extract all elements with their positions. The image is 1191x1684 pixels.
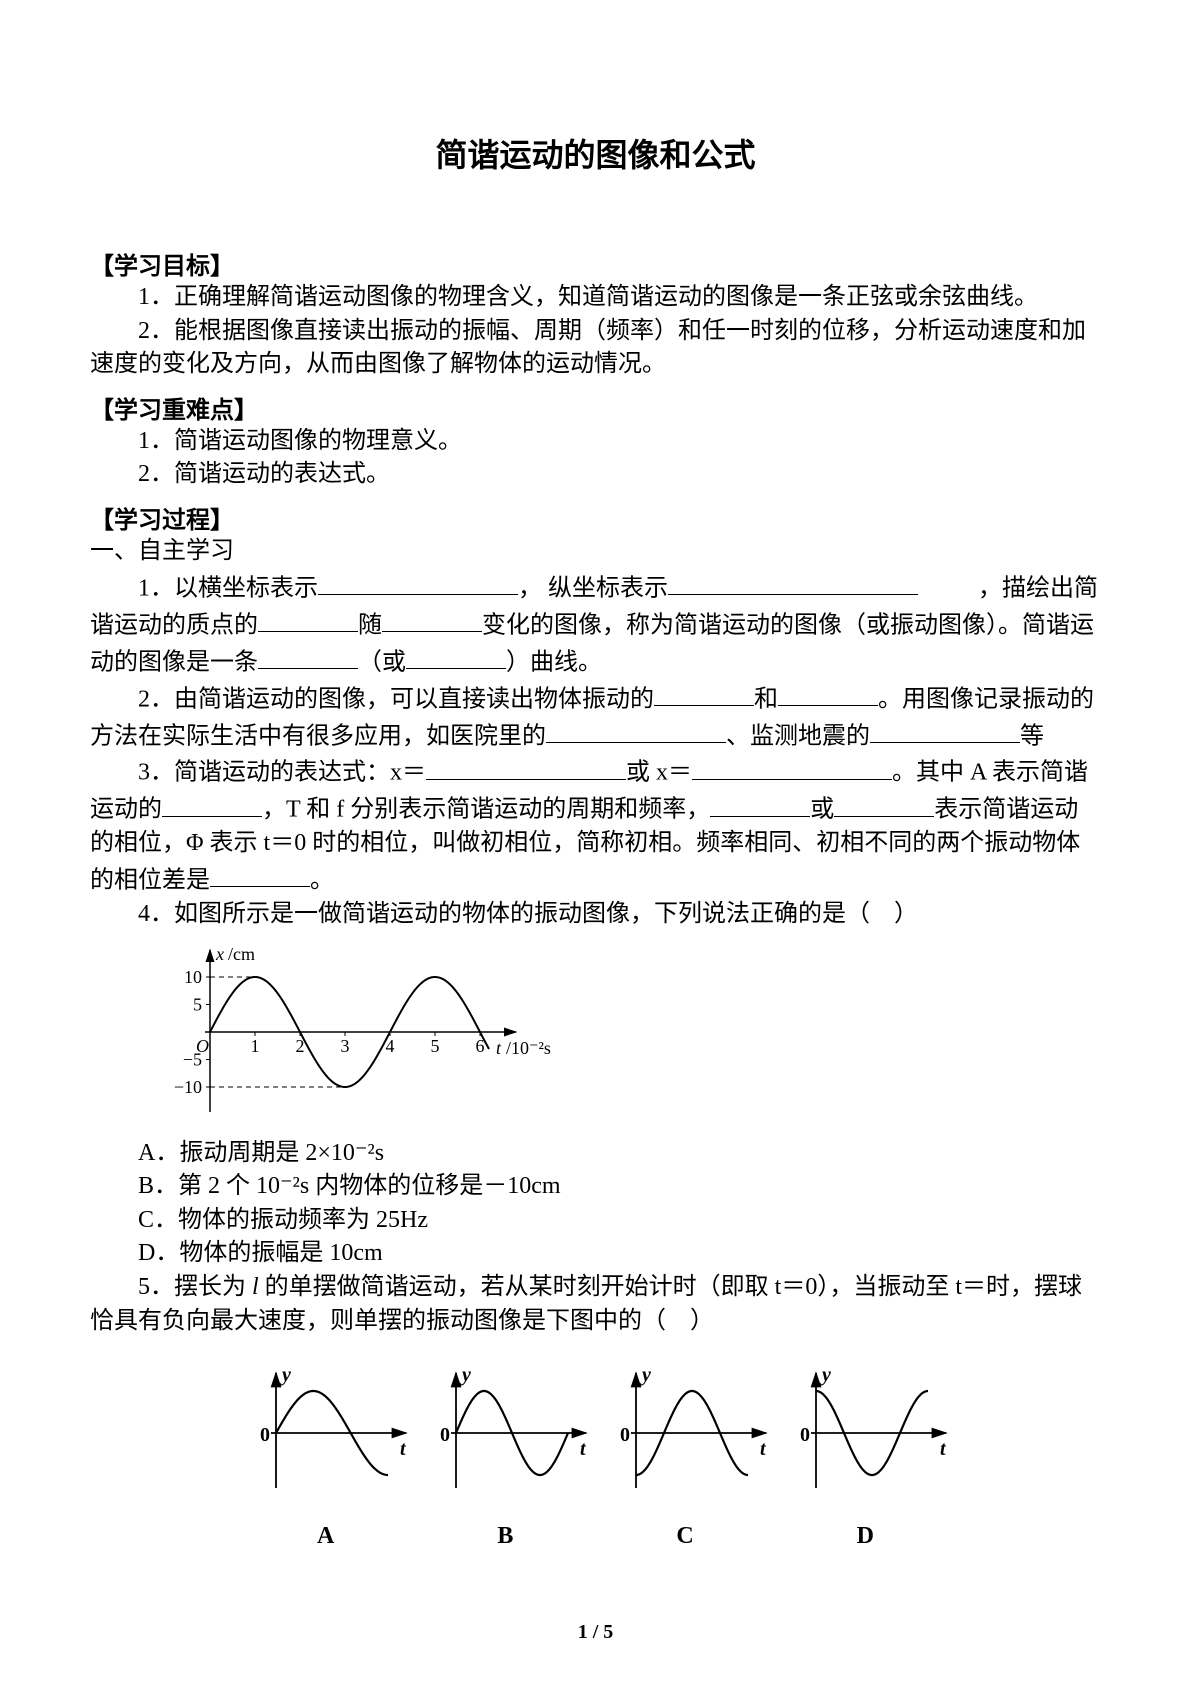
question-1: 1．以横坐标表示， 纵坐标表示，描绘出简谐运动的质点的随变化的图像，称为简谐运动… bbox=[90, 569, 1101, 680]
svg-text:y: y bbox=[460, 1364, 471, 1386]
diff-1: 1．简谐运动图像的物理意义。 bbox=[90, 425, 1101, 459]
page-title: 简谐运动的图像和公式 bbox=[90, 130, 1101, 176]
svg-text:/10⁻²s: /10⁻²s bbox=[506, 1038, 551, 1058]
diff-2: 2．简谐运动的表达式。 bbox=[90, 458, 1101, 492]
difficulty-header: 【学习重难点】 bbox=[90, 390, 1101, 425]
question-3: 3．简谐运动的表达式：x＝或 x＝。其中 A 表示简谐运动的，T 和 f 分别表… bbox=[90, 753, 1101, 898]
label-b: B bbox=[497, 1523, 513, 1550]
svg-text:10: 10 bbox=[184, 967, 202, 987]
svg-text:5: 5 bbox=[193, 994, 202, 1014]
svg-text:y: y bbox=[820, 1364, 831, 1386]
svg-text:0: 0 bbox=[800, 1424, 810, 1446]
svg-text:0: 0 bbox=[620, 1424, 630, 1446]
label-c: C bbox=[676, 1523, 693, 1550]
option-c: C．物体的振动频率为 25Hz bbox=[90, 1204, 1101, 1238]
svg-text:3: 3 bbox=[341, 1036, 350, 1056]
svg-text:x: x bbox=[215, 944, 224, 964]
svg-text:t: t bbox=[580, 1438, 587, 1460]
goal-1: 1．正确理解简谐运动图像的物理含义，知道简谐运动的图像是一条正弦或余弦曲线。 bbox=[90, 281, 1101, 315]
svg-text:/cm: /cm bbox=[228, 944, 255, 964]
svg-text:y: y bbox=[280, 1364, 291, 1386]
svg-text:t: t bbox=[760, 1438, 767, 1460]
label-d: D bbox=[857, 1523, 874, 1550]
label-a: A bbox=[317, 1523, 334, 1550]
question-4: 4．如图所示是一做简谐运动的物体的振动图像，下列说法正确的是（ ） bbox=[90, 898, 1101, 932]
svg-text:0: 0 bbox=[440, 1424, 450, 1446]
q5-charts: 0 y t 0 y t 0 y t 0 y t A B C D bbox=[90, 1348, 1101, 1550]
svg-text:t: t bbox=[400, 1438, 407, 1460]
section1-header: 一、自主学习 bbox=[90, 535, 1101, 569]
process-header: 【学习过程】 bbox=[90, 500, 1101, 535]
svg-text:−10: −10 bbox=[174, 1077, 202, 1097]
svg-text:t: t bbox=[940, 1438, 947, 1460]
q4-chart: 510−5−10123456Ox/cmt/10⁻²s bbox=[150, 942, 1101, 1127]
goals-header: 【学习目标】 bbox=[90, 246, 1101, 281]
question-2: 2．由简谐运动的图像，可以直接读出物体振动的和。用图像记录振动的方法在实际生活中… bbox=[90, 680, 1101, 754]
svg-text:0: 0 bbox=[260, 1424, 270, 1446]
svg-text:O: O bbox=[196, 1036, 209, 1056]
svg-text:y: y bbox=[640, 1364, 651, 1386]
option-a: A．振动周期是 2×10⁻²s bbox=[90, 1137, 1101, 1171]
option-b: B．第 2 个 10⁻²s 内物体的位移是－10cm bbox=[90, 1170, 1101, 1204]
goal-2: 2．能根据图像直接读出振动的振幅、周期（频率）和任一时刻的位移，分析运动速度和加… bbox=[90, 315, 1101, 382]
svg-text:5: 5 bbox=[431, 1036, 440, 1056]
option-d: D．物体的振幅是 10cm bbox=[90, 1237, 1101, 1271]
page-number: 1 / 5 bbox=[0, 1621, 1191, 1644]
svg-text:1: 1 bbox=[251, 1036, 260, 1056]
question-5: 5．摆长为 l 的单摆做简谐运动，若从某时刻开始计时（即取 t＝0），当振动至 … bbox=[90, 1271, 1101, 1338]
svg-text:t: t bbox=[496, 1038, 502, 1058]
